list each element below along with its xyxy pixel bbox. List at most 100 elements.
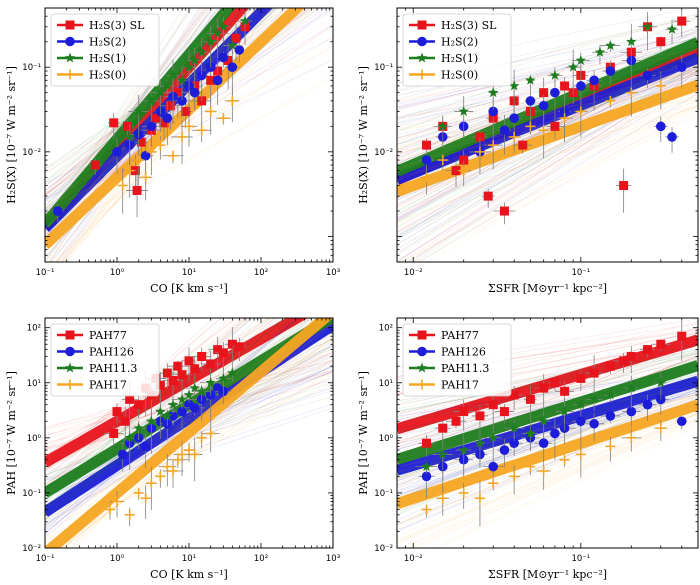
fit-sample-line <box>436 425 698 548</box>
data-point-circle <box>642 70 653 81</box>
data-point-square <box>159 118 169 128</box>
data-point-plus <box>133 155 144 166</box>
data-point-square <box>132 185 142 195</box>
y-tick-label: 10⁻¹ <box>374 63 393 73</box>
data-point-square <box>173 361 183 371</box>
data-point-star <box>575 399 587 410</box>
fit-sample-line <box>397 69 698 182</box>
data-point-plus <box>421 172 432 183</box>
plot-area <box>45 318 333 548</box>
fit-sample-line <box>397 80 698 171</box>
fit-sample-line <box>45 346 333 500</box>
data-point-circle <box>212 75 223 86</box>
fit-band-orange <box>397 79 698 197</box>
plot-area <box>397 8 698 262</box>
data-point-square <box>475 411 485 421</box>
legend-marker-square <box>65 330 75 340</box>
fit-sample-line <box>397 357 698 433</box>
legend-marker-plus <box>417 379 427 390</box>
data-point-plus <box>196 432 207 443</box>
fit-sample-line <box>400 412 698 548</box>
chart-panel-1: 10⁻¹ 10⁰ 10¹ 10² 10³ 10⁻² 10⁻¹ CO [K km s⁻¹] H₂S… <box>5 7 340 295</box>
x-tick-label: 10³ <box>326 268 340 278</box>
data-point-circle <box>589 418 599 429</box>
x-tick-label: 10⁻¹ <box>36 268 55 278</box>
data-point-plus <box>140 493 151 504</box>
legend: PAH77 PAH126 PAH11.3 PAH17 <box>402 323 512 397</box>
data-point-square <box>518 140 528 150</box>
fit-sample-line <box>45 369 333 475</box>
fit-sample-line <box>415 113 698 262</box>
fit-sample-line <box>397 108 698 222</box>
legend-label: H₂S(2) <box>441 36 478 49</box>
fit-sample-line <box>45 8 213 245</box>
data-point-star <box>666 23 678 34</box>
legend-box <box>402 323 512 397</box>
data-point-square <box>181 106 191 116</box>
data-point-square <box>155 380 165 390</box>
fit-sample-line <box>397 67 698 236</box>
data-point-circle <box>488 106 499 117</box>
legend-label: H₂S(1) <box>89 52 126 65</box>
fit-sample-line <box>397 64 698 245</box>
data-point-square <box>560 81 570 91</box>
data-point-square <box>213 345 223 355</box>
data-point-plus <box>538 125 549 136</box>
data-point-star <box>205 36 216 47</box>
fit-band-orange <box>397 399 698 509</box>
data-point-plus <box>458 487 469 498</box>
x-tick-label: 10² <box>254 268 268 278</box>
data-point-square <box>550 121 560 131</box>
data-point-square <box>677 16 687 26</box>
x-tick-label: 10² <box>254 554 268 564</box>
data-point-square <box>550 378 560 388</box>
fit-sample-line <box>397 35 698 165</box>
data-point-star <box>162 80 173 91</box>
data-point-circle <box>140 441 151 452</box>
data-point-circle <box>112 147 122 157</box>
x-tick-label: 10¹ <box>182 268 196 278</box>
x-tick-label: 10¹ <box>182 554 196 564</box>
fit-sample-line <box>412 101 698 262</box>
data-point-square <box>162 368 172 378</box>
legend-label: PAH77 <box>441 329 479 342</box>
data-point-star <box>189 54 200 65</box>
fit-sample-line <box>397 44 698 118</box>
x-tick-label: 10⁻¹ <box>36 554 55 564</box>
data-point-plus <box>218 113 229 124</box>
fit-sample-line <box>45 352 333 476</box>
fit-sample-line <box>45 345 333 503</box>
data-point-plus <box>488 140 499 151</box>
y-tick-label: 10¹ <box>27 379 41 389</box>
legend-marker-plus <box>65 69 75 80</box>
data-point-plus <box>172 454 183 465</box>
data-point-circle <box>189 87 200 98</box>
legend-label: H₂S(3) SL <box>89 19 145 32</box>
data-point-circle <box>52 206 63 216</box>
data-point-square <box>619 181 629 191</box>
data-point-circle <box>550 428 560 439</box>
y-tick-label: 10¹ <box>379 379 393 389</box>
data-point-square <box>451 416 461 426</box>
legend-marker-circle <box>417 36 427 47</box>
y-tick-label: 10⁰ <box>379 434 394 444</box>
data-point-circle <box>605 411 616 421</box>
data-point-star <box>575 54 587 65</box>
x-tick-label: 10⁻¹ <box>571 554 590 564</box>
legend: H₂S(3) SL H₂S(2) H₂S(1) H₂S(0) <box>402 13 512 87</box>
fit-sample-line <box>397 40 698 126</box>
fit-sample-line <box>45 74 333 246</box>
fit-sample-line <box>411 419 698 548</box>
fit-sample-line <box>417 414 698 548</box>
fit-sample-line <box>45 365 333 473</box>
legend-marker-square <box>65 20 75 30</box>
ticks <box>44 318 334 549</box>
fit-sample-line <box>409 412 698 548</box>
data-point-star <box>218 372 229 383</box>
fit-sample-line <box>427 105 698 262</box>
legend-marker-plus <box>65 379 75 390</box>
y-tick-label: 10⁻¹ <box>22 489 41 499</box>
fit-sample-line <box>408 82 698 262</box>
data-point-plus <box>168 466 179 477</box>
data-point-star <box>155 87 166 98</box>
